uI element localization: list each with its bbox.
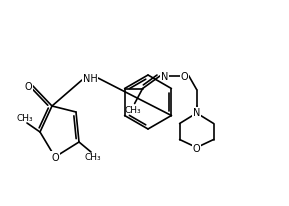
Text: NH: NH <box>83 74 97 84</box>
Text: CH₃: CH₃ <box>17 114 33 123</box>
Text: N: N <box>193 108 200 118</box>
Text: O: O <box>181 71 188 81</box>
Text: CH₃: CH₃ <box>124 105 141 115</box>
Text: O: O <box>24 82 32 91</box>
Text: N: N <box>161 71 168 81</box>
Text: CH₃: CH₃ <box>85 153 101 162</box>
Text: O: O <box>193 144 201 154</box>
Text: O: O <box>51 152 59 162</box>
